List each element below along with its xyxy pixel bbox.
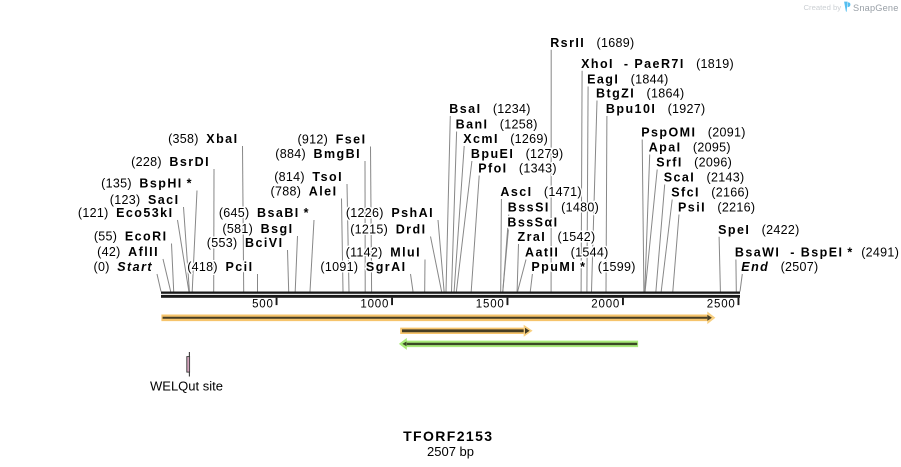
svg-text:500: 500 xyxy=(252,299,274,311)
svg-text:BpuEI (1279): BpuEI (1279) xyxy=(471,147,564,161)
svg-text:BsaI (1234): BsaI (1234) xyxy=(449,102,530,116)
svg-text:AscI (1471): AscI (1471) xyxy=(500,185,581,199)
svg-text:1500: 1500 xyxy=(476,299,505,311)
svg-text:PpuMI * (1599): PpuMI * (1599) xyxy=(531,260,635,274)
svg-text:EagI (1844): EagI (1844) xyxy=(587,73,668,87)
svg-text:BssSαI: BssSαI xyxy=(507,216,558,230)
svg-text:(912) FseI: (912) FseI xyxy=(297,133,366,147)
svg-text:(135) BspHI *: (135) BspHI * xyxy=(101,177,193,191)
svg-text:(581) BsgI: (581) BsgI xyxy=(222,222,293,236)
svg-text:2500: 2500 xyxy=(707,299,736,311)
svg-text:BanI (1258): BanI (1258) xyxy=(456,118,538,132)
svg-text:PspOMI (2091): PspOMI (2091) xyxy=(641,126,746,140)
svg-text:(645) BsaBI *: (645) BsaBI * xyxy=(219,206,310,220)
svg-text:(228) BsrDI: (228) BsrDI xyxy=(131,155,210,169)
svg-text:End (2507): End (2507) xyxy=(741,260,818,274)
svg-text:WELQut site: WELQut site xyxy=(150,378,223,393)
svg-text:(358) XbaI: (358) XbaI xyxy=(168,132,238,146)
svg-text:(123) SacI: (123) SacI xyxy=(110,193,180,207)
svg-text:(553) BciVI: (553) BciVI xyxy=(207,236,284,250)
svg-text:(1091) SgrAI: (1091) SgrAI xyxy=(320,260,406,274)
svg-text:(42) AflII: (42) AflII xyxy=(97,245,159,259)
svg-text:(814) TsoI: (814) TsoI xyxy=(274,170,343,184)
svg-text:BsaWI - BspEI * (2491): BsaWI - BspEI * (2491) xyxy=(735,246,899,260)
svg-text:SrfI (2096): SrfI (2096) xyxy=(656,156,732,170)
svg-text:AatII (1544): AatII (1544) xyxy=(525,246,609,260)
svg-text:2000: 2000 xyxy=(591,299,620,311)
svg-text:(0) Start: (0) Start xyxy=(94,260,153,274)
svg-text:ZraI (1542): ZraI (1542) xyxy=(518,230,596,244)
svg-text:BtgZI (1864): BtgZI (1864) xyxy=(596,87,684,101)
svg-text:(1142) MluI: (1142) MluI xyxy=(346,246,421,260)
svg-text:ScaI (2143): ScaI (2143) xyxy=(664,171,745,185)
svg-text:XhoI - PaeR7I (1819): XhoI - PaeR7I (1819) xyxy=(581,57,734,71)
svg-text:PsiI (2216): PsiI (2216) xyxy=(678,201,755,215)
svg-text:(884) BmgBI: (884) BmgBI xyxy=(275,147,361,161)
svg-text:RsrII (1689): RsrII (1689) xyxy=(550,36,634,50)
svg-text:(418) PciI: (418) PciI xyxy=(187,260,253,274)
svg-text:SnapGene: SnapGene xyxy=(853,3,899,13)
svg-text:SpeI (2422): SpeI (2422) xyxy=(718,223,799,237)
svg-text:(788) AleI: (788) AleI xyxy=(271,185,338,199)
svg-text:(55) EcoRI: (55) EcoRI xyxy=(94,230,168,244)
svg-text:(1215) DrdI: (1215) DrdI xyxy=(350,223,426,237)
svg-text:PfoI (1343): PfoI (1343) xyxy=(478,162,557,176)
svg-text:Created by: Created by xyxy=(804,3,842,12)
svg-text:2507 bp: 2507 bp xyxy=(427,444,474,459)
svg-text:SfcI (2166): SfcI (2166) xyxy=(671,186,749,200)
svg-text:1000: 1000 xyxy=(360,299,389,311)
svg-text:(1226) PshAI: (1226) PshAI xyxy=(346,206,434,220)
svg-text:XcmI (1269): XcmI (1269) xyxy=(463,132,548,146)
svg-text:BssSI (1480): BssSI (1480) xyxy=(508,201,599,215)
svg-text:(121) Eco53kI: (121) Eco53kI xyxy=(78,206,174,220)
svg-text:ApaI (2095): ApaI (2095) xyxy=(649,141,731,155)
svg-text:Bpu10I (1927): Bpu10I (1927) xyxy=(606,102,706,116)
svg-text:TFORF2153: TFORF2153 xyxy=(403,428,493,444)
